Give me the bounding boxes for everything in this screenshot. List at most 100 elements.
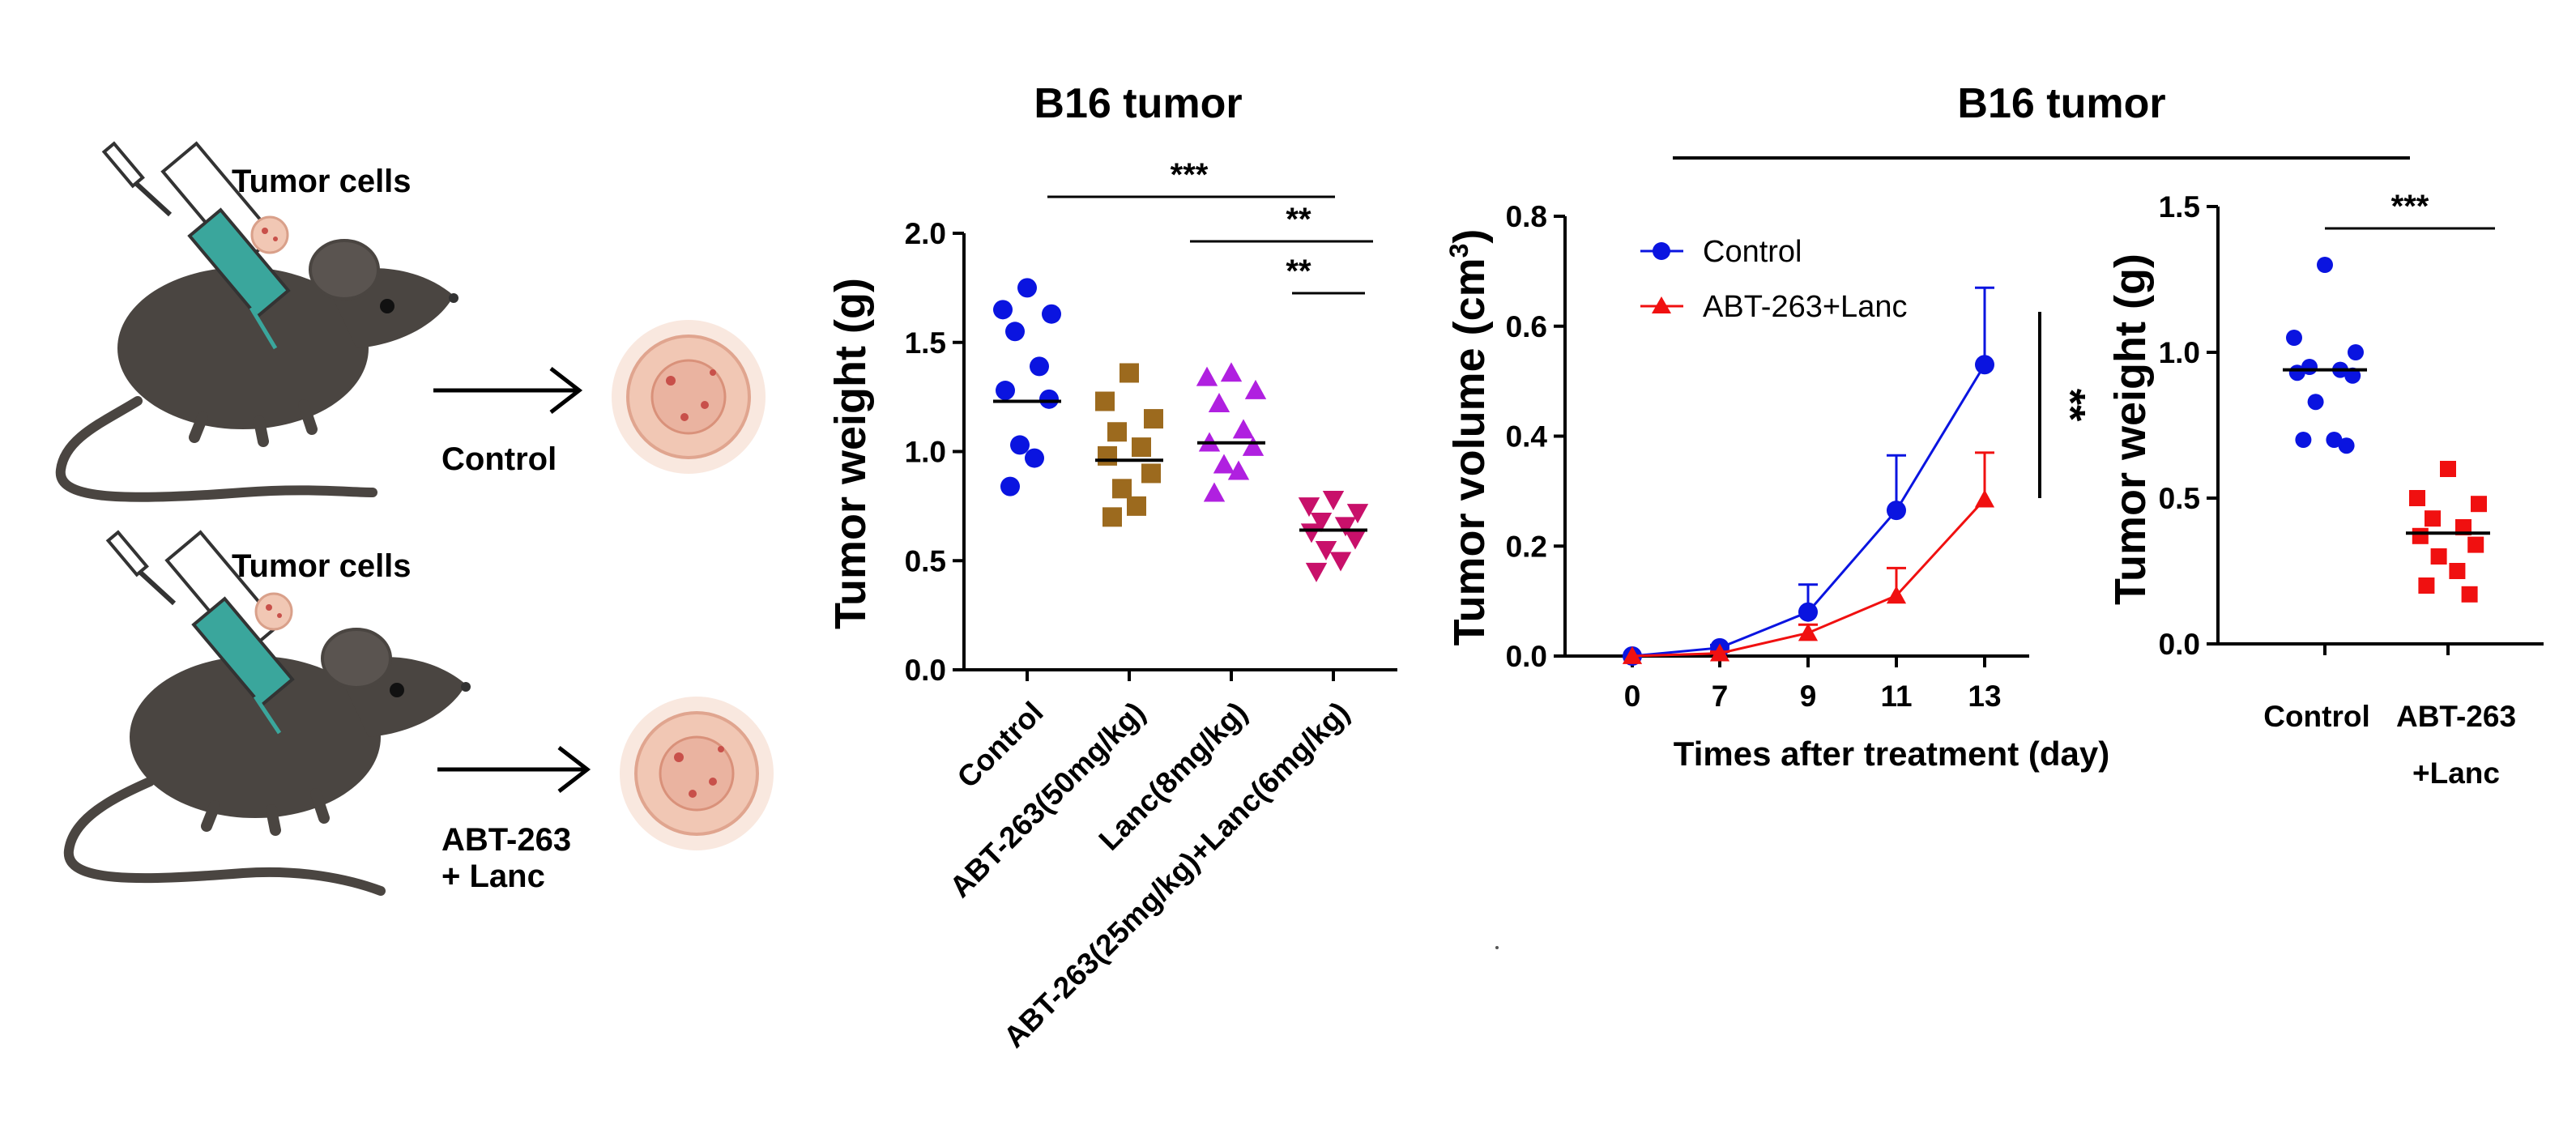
mouse-ear-top [309,239,380,300]
chart2-y-axis-label: Tumor volume (cm3) [1444,229,1494,646]
chart1-data-point [1213,454,1235,474]
chart1-data-point [1232,419,1255,439]
chart2-x-tick-label: 9 [1800,680,1817,713]
mouse-eye-bottom [390,683,404,697]
chart1-data-point [1305,562,1328,582]
chart3-y-tick-label: 0.5 [2159,482,2200,515]
abt-lanc-group-label-line1: ABT-263 [441,822,571,858]
chart1-data-point [993,300,1013,320]
chart3-x-tick-label: Control [2263,700,2370,733]
chart1-data-point [1298,497,1320,518]
chart1-data-point [1344,530,1367,550]
chart3-data-point [2326,432,2343,448]
tumor-weight-chart-2groups: Tumor weight (g) 0.0 0.5 1.0 1.5 Control ABT-… [2106,189,2544,790]
chart3-data-point [2317,257,2333,273]
chart3-data-point [2295,432,2312,448]
tumor-cells-label-bottom: Tumor cells [232,548,412,584]
chart3-data-point [2348,344,2364,360]
chart1-data-point [1039,389,1059,409]
chart1-data-point [1102,507,1122,527]
chart3-data-point [2338,437,2355,454]
chart1-data-point [1220,362,1243,382]
chart2-data-point [1798,602,1818,622]
chart1-data-point [1244,379,1267,399]
chart1-significance-label: ** [1286,254,1311,289]
chart2-y-axis-label-end: ) [1445,229,1494,244]
tumor-weight-chart-4groups: B16 tumor Tumor weight (g) 0.0 0.5 1.0 1.5 2… [826,80,1397,1054]
chart2-y-tick-label: 0.0 [1506,640,1547,673]
chart2-marks [1622,286,1995,666]
chart2-y-tick-label: 0.2 [1506,530,1547,563]
control-group-label: Control [441,441,557,477]
chart3-data-point [2461,586,2478,603]
tumor-icon-bottom [620,697,774,850]
legend-abt-lanc-label: ABT-263+Lanc [1703,290,1907,324]
mouse-legs-top [189,399,318,447]
chart1-data-point [1112,479,1132,499]
chart2-y-axis-label-sup: 3 [1444,244,1474,258]
chart1-x-tick-label: Control [951,696,1050,795]
chart2-x-axis-label: Times after treatment (day) [1674,735,2109,773]
tumor-cell-icon-top [250,215,289,254]
mouse-body-top [117,267,369,429]
chart1-data-point [996,381,1015,401]
chart1-data-point [1322,490,1345,510]
chart3-marks [2283,257,2490,603]
chart3-data-point [2449,563,2466,579]
chart1-data-point [1227,460,1250,480]
chart2-axes: 0.0 0.2 0.4 0.6 0.8 0 7 9 11 13 [1506,200,2029,713]
chart1-data-point [1127,496,1146,516]
mouse-legs-bottom [201,788,330,836]
mouse-body-bottom [130,656,381,818]
chart1-significance-label: *** [1171,157,1209,193]
chart3-data-point [2471,496,2487,513]
chart1-data-point [1120,363,1139,383]
chart1-data-point [1346,504,1369,524]
chart3-y-tick-label: 0.0 [2159,628,2200,661]
chart1-data-point [1141,463,1161,484]
chart2-data-point [1974,489,1995,508]
chart1-data-point [1107,422,1127,442]
chart1-data-point [1005,322,1025,342]
chart2-y-tick-label: 0.6 [1506,310,1547,343]
chart3-data-point [2344,367,2361,384]
chart3-axes: 0.0 0.5 1.0 1.5 Control ABT-263 +Lanc [2159,190,2544,790]
chart1-marks [993,278,1369,582]
legend-control-marker [1653,242,1670,260]
syringe-icon-bottom [105,530,295,735]
mouse-ear-bottom [321,628,392,689]
chart3-y-axis-label: Tumor weight (g) [2106,254,2155,605]
arrow-top [433,367,583,414]
chart1-data-point [1315,540,1337,560]
chart3-data-point [2455,519,2472,535]
chart1-data-point [1203,482,1226,502]
chart2-significance-label: ** [2046,389,2093,422]
chart1-data-point [1300,523,1323,543]
chart1-data-point [1010,435,1030,455]
chart1-title: B16 tumor [1034,80,1242,127]
chart1-data-point [1310,512,1333,532]
chart1-significance-label: ** [1286,202,1311,237]
mouse-nose-bottom [461,682,471,692]
chart1-axes: 0.00.51.01.52.0ControlABT-263(50mg/kg)La… [905,217,1397,1054]
chart3-data-point [2288,364,2305,381]
chart2-y-tick-label: 0.8 [1506,200,1547,233]
chart2-data-point [1622,646,1643,664]
tumor-cells-label-top: Tumor cells [232,164,412,199]
speck [1495,946,1499,949]
chart1-data-point [1098,445,1117,466]
chart3-data-point [2425,510,2441,527]
tumor-icon-top [612,320,766,474]
chart3-x-tick-label: ABT-263 [2396,700,2516,733]
chart2-data-point [1798,623,1819,641]
arrow-bottom [437,746,591,793]
abt-lanc-group-label-line2: + Lanc [441,859,545,894]
chart2-data-point [1886,586,1907,604]
legend-control-label: Control [1703,235,1802,269]
chart1-data-point [1329,552,1352,572]
chart2-x-tick-label: 0 [1624,680,1641,713]
chart2-x-tick-label: 7 [1712,680,1729,713]
chart1-y-tick-label: 1.0 [905,436,946,469]
chart2-data-point [1709,643,1730,662]
